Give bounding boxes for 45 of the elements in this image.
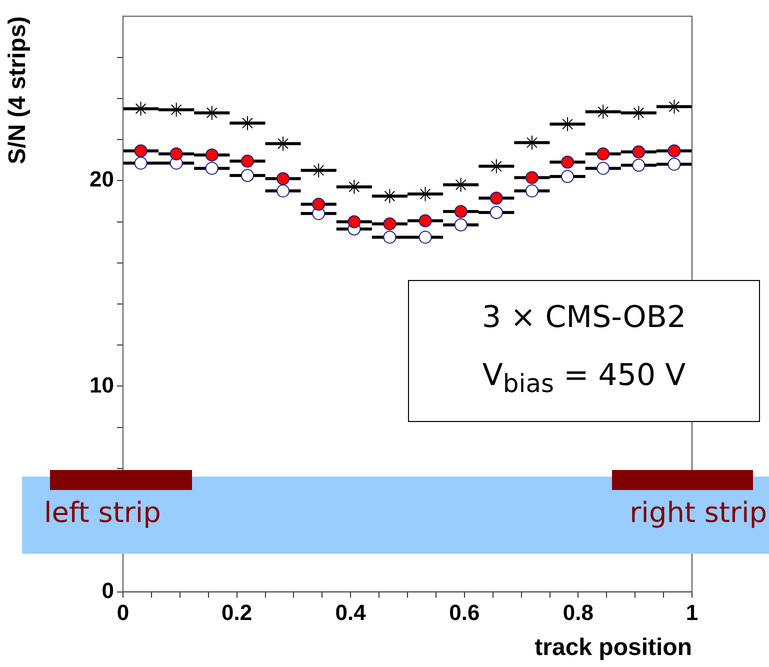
x-tick-label: 0.6 (449, 600, 480, 626)
annotation: 3 × CMS-OB2 (482, 299, 686, 337)
point (348, 215, 361, 228)
y-tick-label: 0 (102, 578, 114, 603)
annotation: left strip (44, 496, 161, 529)
y-tick-label: 20 (90, 166, 114, 192)
point (454, 218, 468, 232)
text-box: 3 × CMS-OB2 V$_{bias}$ = 450 V (408, 280, 760, 422)
point (418, 214, 432, 228)
point (490, 192, 503, 205)
point (240, 169, 254, 182)
point (418, 230, 432, 244)
point (596, 162, 610, 175)
x-tick-label: 1 (686, 600, 698, 626)
point (454, 204, 468, 218)
y-axis-title: S/N (4 strips) (4, 16, 32, 164)
point (668, 144, 681, 158)
point (490, 206, 503, 220)
point (276, 184, 290, 198)
point (525, 184, 538, 198)
point (596, 147, 610, 160)
point (383, 217, 396, 230)
annotation: V$_{bias}$ = 450 V (482, 357, 686, 400)
x-tick-label: 0 (116, 600, 130, 626)
point (561, 156, 574, 169)
y-tick-label: 10 (90, 372, 114, 398)
x-tick-label: 0.2 (222, 600, 252, 626)
point (312, 198, 326, 211)
annotation: right strip (630, 496, 767, 529)
point (668, 158, 681, 171)
point (632, 158, 646, 172)
x-axis-title: track position (534, 634, 692, 662)
point (383, 230, 396, 244)
point (561, 170, 574, 184)
point (276, 172, 290, 186)
point (205, 148, 218, 162)
point (170, 147, 183, 160)
point (134, 144, 148, 158)
point (525, 171, 538, 184)
point (632, 145, 646, 158)
x-tick-label: 0.8 (562, 600, 594, 626)
point (134, 156, 148, 170)
point (240, 154, 254, 168)
x-tick-label: 0.4 (335, 600, 367, 626)
point (205, 162, 218, 175)
